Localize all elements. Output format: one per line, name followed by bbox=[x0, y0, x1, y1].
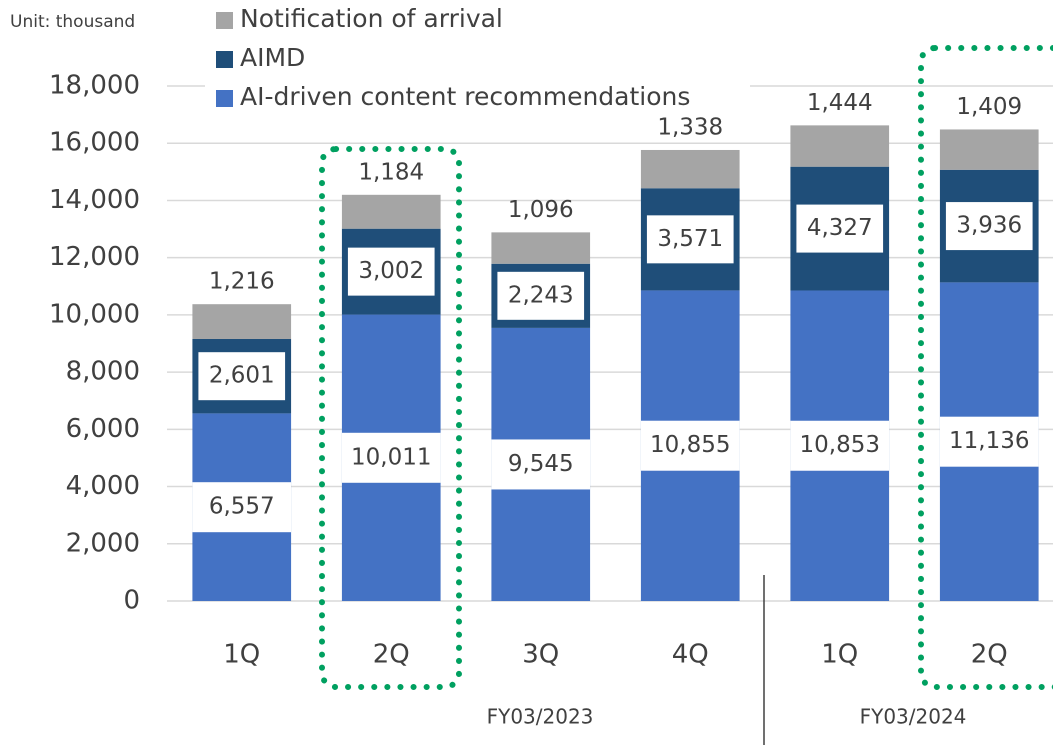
data-label: 4,327 bbox=[807, 215, 873, 241]
bar-segment bbox=[192, 304, 292, 339]
data-label-box bbox=[794, 202, 886, 255]
data-label-box bbox=[345, 245, 437, 298]
highlight-frame bbox=[319, 146, 462, 690]
data-label: 6,557 bbox=[209, 494, 275, 520]
y-tick-label: 6,000 bbox=[66, 414, 140, 444]
data-label: 9,545 bbox=[508, 451, 574, 477]
y-tick-label: 8,000 bbox=[66, 357, 140, 387]
data-label-box bbox=[196, 350, 288, 403]
x-tick-label: 2Q bbox=[971, 640, 1008, 670]
unit-label: Unit: thousand bbox=[10, 12, 135, 32]
highlight-frame bbox=[918, 45, 1053, 690]
data-label: 1,216 bbox=[209, 269, 275, 295]
data-label-box bbox=[192, 482, 292, 533]
data-label: 11,136 bbox=[949, 428, 1029, 454]
data-label: 2,601 bbox=[209, 363, 275, 389]
data-label: 3,571 bbox=[657, 226, 723, 252]
bar-segment bbox=[790, 125, 890, 167]
y-tick-label: 14,000 bbox=[49, 185, 140, 215]
legend-swatch bbox=[216, 51, 233, 68]
y-tick-label: 16,000 bbox=[49, 128, 140, 158]
bars: 1Q 6,557 2,601 1,216 2Q 10,011 3,002 1,184 3Q 9,5… bbox=[192, 90, 1039, 670]
data-label: 2,243 bbox=[508, 282, 574, 308]
legend: Notification of arrival AIMD AI-driven con… bbox=[205, 0, 750, 116]
bar-segment bbox=[939, 129, 1039, 170]
data-label-box bbox=[939, 416, 1039, 467]
data-label-box bbox=[495, 269, 587, 322]
y-tick-label: 10,000 bbox=[49, 299, 140, 329]
y-tick-label: 4,000 bbox=[66, 471, 140, 501]
legend-background bbox=[205, 0, 750, 116]
x-tick-label: 1Q bbox=[223, 640, 260, 670]
data-label: 1,409 bbox=[956, 94, 1022, 120]
data-label-box bbox=[341, 432, 441, 483]
bar-segment bbox=[341, 194, 441, 229]
legend-label: AIMD bbox=[240, 43, 305, 72]
x-tick-label: 1Q bbox=[821, 640, 858, 670]
data-label-box bbox=[644, 213, 736, 266]
data-label: 10,855 bbox=[650, 432, 730, 458]
y-tick-label: 18,000 bbox=[49, 71, 140, 101]
data-label: 3,936 bbox=[956, 213, 1022, 239]
y-tick-label: 2,000 bbox=[66, 528, 140, 558]
legend-label: AI-driven content recommendations bbox=[240, 82, 690, 111]
group-label: FY03/2023 bbox=[487, 705, 594, 729]
data-label: 1,184 bbox=[358, 159, 424, 185]
legend-swatch bbox=[216, 12, 233, 29]
x-tick-label: 3Q bbox=[522, 640, 559, 670]
bar-segment bbox=[491, 232, 591, 264]
data-label: 10,011 bbox=[351, 444, 431, 470]
group-label: FY03/2024 bbox=[860, 705, 967, 729]
data-label-box bbox=[790, 420, 890, 471]
x-tick-label: 2Q bbox=[373, 640, 410, 670]
legend-swatch bbox=[216, 90, 233, 107]
data-label: 1,444 bbox=[807, 90, 873, 116]
legend-label: Notification of arrival bbox=[240, 4, 503, 33]
data-label-box bbox=[640, 420, 740, 471]
y-tick-label: 12,000 bbox=[49, 242, 140, 272]
x-tick-label: 4Q bbox=[672, 640, 709, 670]
data-label: 3,002 bbox=[358, 258, 424, 284]
data-label: 1,096 bbox=[508, 197, 574, 223]
bar-segment bbox=[640, 149, 740, 189]
data-label: 10,853 bbox=[800, 432, 880, 458]
data-label-box bbox=[943, 200, 1035, 253]
data-label-box bbox=[491, 439, 591, 490]
y-tick-label: 0 bbox=[123, 586, 140, 616]
data-label: 1,338 bbox=[657, 114, 723, 140]
